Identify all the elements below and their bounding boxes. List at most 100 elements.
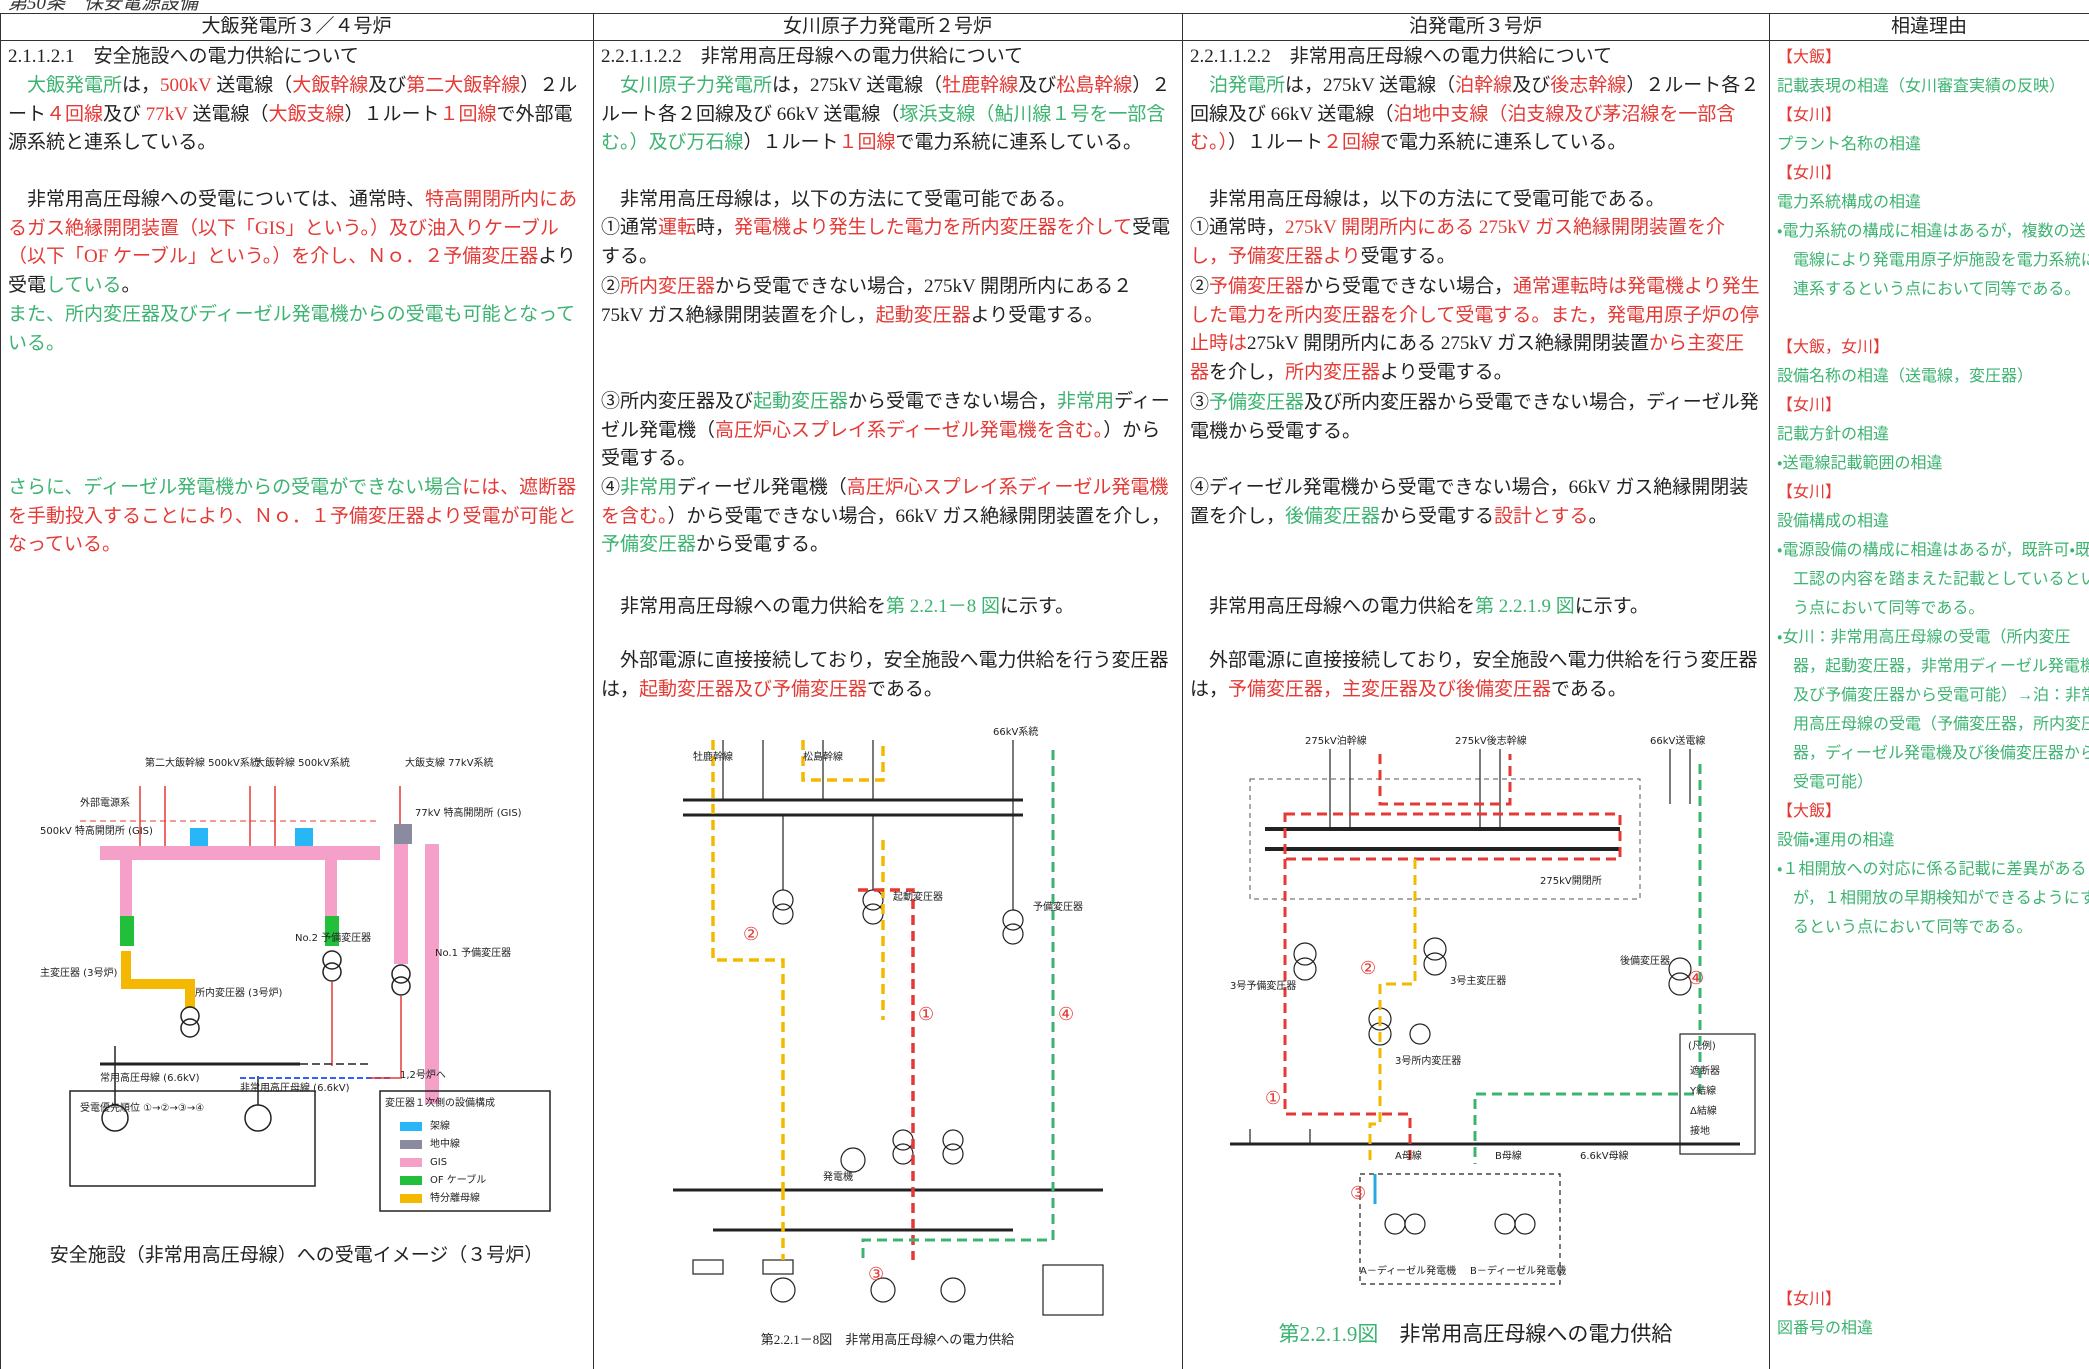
diagram-label: 地中線: [430, 1137, 460, 1150]
text-run: で電力系統に連系している。: [895, 132, 1142, 154]
text-run: に示す。: [1000, 596, 1075, 617]
text-run: である。: [867, 678, 943, 700]
column-header: 泊発電所３号炉: [1408, 16, 1542, 37]
paragraph: ③所内変圧器及び起動変圧器から受電できない場合，非常用ディーゼル発電機（高圧炉心…: [601, 388, 1174, 474]
text-run: 第 2.2.1.9 図: [1475, 596, 1575, 617]
paragraph: ②所内変圧器から受電できない場合，275kV 開閉所内にある２75kV ガス絶縁…: [601, 273, 1174, 330]
text-run: ④ディーゼル発電機から受電できない場合，66kV ガス絶縁開閉装置を介し，: [1190, 477, 1749, 527]
note: 【女川】: [1777, 1285, 2083, 1314]
text-run: 受電する。: [601, 217, 1171, 267]
note: 設備構成の相違: [1777, 507, 2083, 536]
text-run: 予備変圧器: [601, 534, 697, 556]
text-run: ③: [1190, 392, 1210, 413]
diagram-label: No.1 予備変圧器: [435, 946, 511, 959]
diagram-label: 所内変圧器 (3号炉): [195, 986, 282, 999]
text-run: より受電: [8, 246, 576, 297]
text-run: で電力系統に連系している。: [1380, 132, 1627, 154]
text-run: 起動変圧器: [875, 304, 971, 326]
column-header: 相違理由: [1890, 16, 1967, 37]
diagram-label: 66kV系統: [993, 725, 1038, 738]
text-run: 2.2.1.1.2.2 非常用高圧母線への電力供給について: [601, 46, 1024, 67]
text-run: ４回線: [46, 103, 104, 125]
text-run: ）２ルート各２回線及び 66kV 送電線（: [1190, 75, 1760, 125]
note: ・電力系統の構成に相違はあるが，複数の送電線により発電用原子炉施設を電力系統に連…: [1777, 217, 2089, 304]
note: ・女川：非常用高圧母線の受電（所内変圧器，起動変圧器，非常用ディーゼル発電機及び…: [1777, 623, 2089, 797]
diagram-label: 66kV送電線: [1650, 734, 1705, 747]
text-run: 500kV: [160, 75, 212, 96]
diagram-label: B－ディーゼル発電機: [1470, 1264, 1566, 1277]
text-run: から受電する: [1380, 505, 1495, 527]
paragraph: 泊発電所は，275kV 送電線（泊幹線及び後志幹線）２ルート各２回線及び 66k…: [1190, 72, 1761, 158]
note: 電力系統構成の相違: [1777, 188, 2083, 217]
text-run: 及び: [368, 75, 407, 96]
text-run: 、遮断器を手動投入することにより、Ｎｏ．１予備変圧器より受電が可能となっている。: [8, 477, 577, 556]
text-run: 後志幹線: [1550, 75, 1627, 96]
text-run: ）から受電する。: [601, 419, 1161, 470]
note: 図番号の相違: [1777, 1314, 2083, 1343]
diagram-label: ①: [1265, 1088, 1281, 1109]
text-run: ディーゼル発電機（: [601, 391, 1170, 441]
text-run: 安全施設（非常用高圧母線）への受電イメージ（３号炉）: [49, 1245, 544, 1266]
text-run: 設備・運用の相違: [1777, 832, 1895, 849]
note: 設備・運用の相違: [1777, 826, 2083, 855]
note: プラント名称の相違: [1777, 130, 2083, 159]
text-run: 女川原子力発電所: [620, 75, 773, 96]
diagram-label: A－ディーゼル発電機: [1360, 1264, 1456, 1277]
diagram-label: ②: [1360, 958, 1376, 979]
text-run: 設備構成の相違: [1777, 513, 1890, 530]
paragraph: ③予備変圧器及び所内変圧器から受電できない場合，ディーゼル発電機から受電する。: [1190, 389, 1761, 446]
diagram-label: 常用高圧母線 (6.6kV): [100, 1071, 200, 1084]
text-run: 【女川】: [1777, 397, 1842, 414]
text-run: 予備変圧器: [1209, 276, 1305, 297]
table-border: [0, 13, 2089, 14]
diagram-label: 275kV泊幹線: [1305, 734, 1367, 747]
text-run: は，275kV 送電線（: [772, 75, 943, 96]
text-run: 設備名称の相違（送電線，変圧器）: [1777, 368, 2034, 385]
diagram-label: 起動変圧器: [893, 890, 943, 903]
paragraph: ④非常用ディーゼル発電機（高圧炉心スプレイ系ディーゼル発電機を含む。）から受電で…: [601, 474, 1174, 560]
text-run: 起動変圧器及び予備変圧器: [639, 678, 868, 700]
text-run: から主変圧器: [1190, 333, 1745, 384]
paragraph: 外部電源に直接接続しており，安全施設へ電力供給を行う変圧器は，起動変圧器及び予備…: [601, 647, 1174, 704]
diagram-label: 変圧器１次側の設備構成: [385, 1096, 495, 1109]
diagram-label: 受電優先順位 ①→②→③→④: [80, 1101, 204, 1114]
paragraph: 2.1.1.2.1 安全施設への電力供給について: [8, 43, 585, 72]
text-run: ディーゼル発電機（: [677, 477, 847, 498]
text-run: 及び: [103, 103, 146, 125]
note: 設備名称の相違（送電線，変圧器）: [1777, 362, 2083, 391]
figure-caption: 第2.2.1－8図 非常用高圧母線への電力供給: [593, 1329, 1182, 1348]
text-run: 泊発電所: [1209, 75, 1286, 96]
text-run: 非常用高圧母線は，以下の方法にて受電可能である。: [1190, 189, 1665, 210]
text-run: ・女川：非常用高圧母線の受電（所内変圧器，起動変圧器，非常用ディーゼル発電機及び…: [1777, 629, 2089, 791]
text-run: 2.2.1.1.2.2 非常用高圧母線への電力供給について: [1190, 46, 1613, 67]
text-run: ・電力系統の構成に相違はあるが，複数の送電線により発電用原子炉施設を電力系統に連…: [1777, 223, 2089, 298]
paragraph: 非常用高圧母線への電力供給を第 2.2.1－8 図に示す。: [601, 593, 1174, 622]
text-run: ）２ルート各２回線及び 66kV 送電線（: [601, 75, 1171, 125]
text-run: 図番号の相違: [1777, 1320, 1874, 1337]
text-run: 電力系統構成の相違: [1777, 194, 1922, 211]
text-run: ②: [1190, 276, 1210, 297]
diagram-label: 77kV 特高開閉所 (GIS): [415, 806, 522, 819]
text-run: 【大飯】: [1777, 49, 1842, 66]
text-run: [8, 75, 27, 96]
paragraph: さらに、ディーゼル発電機からの受電ができない場合には、遮断器を手動投入することに…: [8, 474, 585, 560]
text-run: 記載表現の相違（女川審査実績の反映）: [1777, 78, 2066, 95]
paragraph: ①通常時，275kV 開閉所内にある 275kV ガス絶縁開閉装置を介し，予備変…: [1190, 214, 1761, 271]
paragraph: 非常用高圧母線は，以下の方法にて受電可能である。: [601, 186, 1174, 215]
text-run: ）２ルート: [8, 75, 578, 125]
paragraph: 2.2.1.1.2.2 非常用高圧母線への電力供給について: [1190, 43, 1761, 72]
figure-caption: 安全施設（非常用高圧母線）への受電イメージ（３号炉）: [0, 1240, 593, 1267]
text-run: 記載方針の相違: [1777, 426, 1890, 443]
diagram-label: No.2 予備変圧器: [295, 931, 371, 944]
text-run: 泊幹線: [1455, 75, 1513, 96]
diagram-label: 後備変圧器: [1620, 954, 1670, 967]
note: 【女川】: [1777, 478, 2083, 507]
diagram-tomari: 275kV泊幹線 275kV後志幹線 66kV送電線 275kV開閉所 3号予備変圧器 3…: [1230, 734, 1756, 1285]
text-run: 時，: [696, 217, 735, 238]
text-run: から受電できない場合，: [848, 391, 1058, 412]
text-run: ③所内変圧器及び: [601, 391, 754, 412]
diagram-label: 3号予備変圧器: [1230, 979, 1296, 992]
text-run: １回線: [439, 103, 497, 125]
diagram-label: A母線: [1395, 1149, 1422, 1162]
table-border: [1769, 13, 1770, 1369]
